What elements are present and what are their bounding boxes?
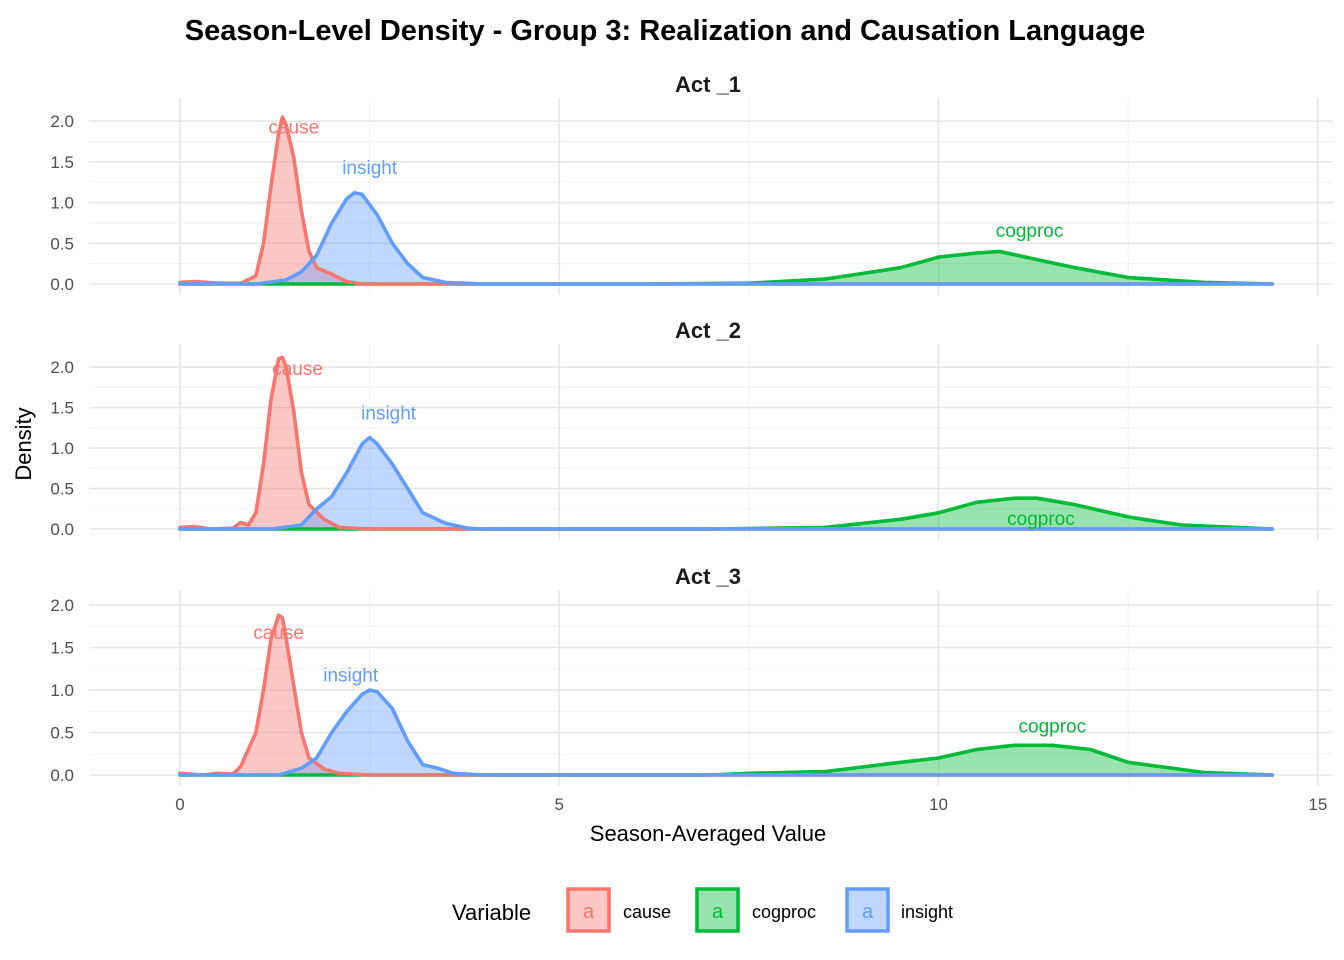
legend-label-insight: insight: [901, 902, 953, 922]
facet-strip-label: Act _2: [675, 318, 741, 343]
x-tick-label: 15: [1308, 795, 1327, 814]
legend: Variable a cause a cogproc a insight: [452, 887, 953, 933]
density-area-cause: [180, 357, 1273, 529]
y-tick-label: 2.0: [50, 112, 74, 131]
y-axis-title: Density: [11, 407, 36, 480]
y-tick-label: 1.5: [50, 399, 74, 418]
legend-key-cause: [566, 887, 611, 933]
x-tick-label: 5: [555, 795, 564, 814]
legend-key-glyph: a: [862, 901, 874, 923]
x-tick-label: 0: [175, 795, 184, 814]
legend-key-glyph: a: [583, 901, 595, 923]
legend-key-cogproc: [695, 887, 740, 933]
series-label: insight: [361, 404, 417, 425]
y-tick-label: 0.0: [50, 275, 74, 294]
facet-strip-label: Act _3: [675, 564, 741, 589]
density-area-cause: [180, 615, 1273, 775]
density-line-insight: [178, 435, 1275, 531]
density-area-cause: [180, 117, 1273, 284]
y-tick-label: 0.0: [50, 520, 74, 539]
density-area-cogproc: [180, 498, 1273, 529]
legend-title: Variable: [452, 900, 531, 925]
legend-key-glyph: a: [712, 901, 724, 923]
legend-label-cogproc: cogproc: [752, 902, 816, 922]
series-label: cogproc: [996, 221, 1064, 242]
x-axis-title: Season-Averaged Value: [590, 821, 826, 846]
facet-panel: Act _2 0.0 0.5 1.0 1.5 2.0 cause insight cogproc: [50, 318, 1333, 540]
density-area-cogproc: [180, 745, 1273, 775]
y-tick-label: 2.0: [50, 358, 74, 377]
series-label: insight: [323, 666, 379, 687]
density-area-cogproc: [180, 251, 1273, 284]
y-tick-label: 0.5: [50, 480, 74, 499]
chart-title: Season-Level Density - Group 3: Realizat…: [185, 15, 1145, 47]
legend-label-cause: cause: [623, 902, 671, 922]
y-tick-label: 1.0: [50, 681, 74, 700]
density-line-insight: [178, 688, 1275, 777]
y-tick-label: 1.0: [50, 439, 74, 458]
series-label: insight: [342, 158, 398, 179]
x-tick-label: 10: [929, 795, 948, 814]
density-area-insight: [180, 690, 1273, 775]
series-label: cause: [253, 623, 304, 644]
facet-panels: Act _1 0.0 0.5 1.0 1.5 2.0 cause insight cogproc…: [50, 72, 1333, 786]
facet-panel: Act _3 0.0 0.5 1.0 1.5 2.0 cause insight cogproc: [50, 564, 1333, 786]
legend-key-insight: [845, 887, 890, 933]
y-tick-label: 0.0: [50, 766, 74, 785]
series-label: cause: [272, 359, 323, 380]
y-tick-label: 1.5: [50, 639, 74, 658]
y-tick-label: 0.5: [50, 234, 74, 253]
facet-strip-label: Act _1: [675, 72, 741, 97]
x-axis: 0 5 10 15: [175, 795, 1327, 814]
y-tick-label: 2.0: [50, 596, 74, 615]
series-label: cause: [268, 117, 319, 138]
series-label: cogproc: [1019, 717, 1087, 738]
y-tick-label: 1.5: [50, 153, 74, 172]
y-tick-label: 1.0: [50, 194, 74, 213]
facet-panel: Act _1 0.0 0.5 1.0 1.5 2.0 cause insight cogproc: [50, 72, 1333, 295]
series-label: cogproc: [1007, 509, 1075, 530]
density-line-insight: [178, 191, 1275, 286]
density-area-insight: [180, 437, 1273, 529]
y-tick-label: 0.5: [50, 724, 74, 743]
